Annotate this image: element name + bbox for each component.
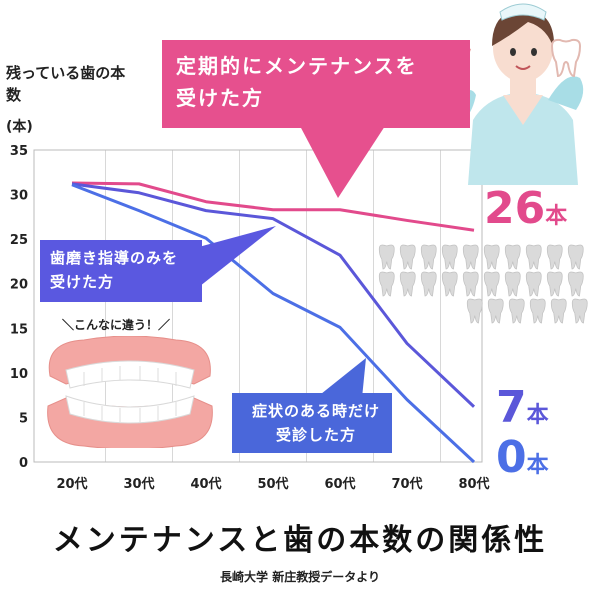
callout-maintenance: 定期的にメンテナンスを 受けた方	[162, 40, 470, 128]
tooth-icon	[546, 271, 563, 297]
dentures-illustration	[47, 336, 213, 448]
difference-note: ＼こんなに違う！／	[62, 318, 171, 332]
tooth-icon	[550, 298, 567, 324]
end-label-maintenance-number: 26	[484, 183, 546, 234]
tooth-icon	[466, 298, 483, 324]
tooth-icon	[525, 244, 542, 270]
tooth-icon	[399, 271, 416, 297]
tooth-icon	[462, 244, 479, 270]
y-tick-label: 25	[10, 233, 28, 248]
callout-brushing-line2: 受けた方	[50, 273, 115, 291]
callout-maintenance-line1: 定期的にメンテナンスを	[176, 54, 418, 78]
end-label-maintenance: 26本	[484, 183, 567, 234]
end-label-brushing-number: 7	[496, 382, 527, 433]
tooth-icon	[462, 271, 479, 297]
end-label-brushing-unit: 本	[526, 403, 549, 428]
callout-symptom-line2: 受診した方	[275, 426, 356, 444]
tooth-icon	[508, 298, 525, 324]
x-tick-label: 80代	[458, 476, 489, 492]
y-tick-label: 30	[10, 189, 28, 204]
end-label-maintenance-unit: 本	[545, 204, 568, 229]
callout-symptom: 症状のある時だけ 受診した方	[232, 393, 392, 453]
tooth-icon	[567, 244, 584, 270]
tooth-icon	[550, 38, 582, 78]
x-tick-label: 60代	[324, 476, 355, 492]
callout-symptom-line1: 症状のある時だけ	[251, 402, 380, 420]
y-tick-label: 10	[10, 367, 28, 382]
y-tick-label: 15	[10, 322, 28, 337]
callout-maintenance-line2: 受けた方	[176, 86, 264, 110]
y-tick-label: 0	[19, 456, 28, 471]
x-tick-label: 50代	[257, 476, 288, 492]
tooth-icon	[483, 271, 500, 297]
tooth-icon	[487, 298, 504, 324]
x-tick-label: 20代	[56, 476, 87, 492]
end-label-symptom: 0本	[496, 432, 549, 483]
end-label-symptom-number: 0	[496, 432, 527, 483]
tooth-icon	[420, 244, 437, 270]
x-tick-label: 40代	[190, 476, 221, 492]
x-tick-label: 70代	[391, 476, 422, 492]
end-label-symptom-unit: 本	[526, 453, 549, 478]
x-tick-label: 30代	[123, 476, 154, 492]
symptom-pointer	[316, 358, 366, 398]
callout-brushing: 歯磨き指導のみを 受けた方	[40, 240, 202, 302]
tooth-grid	[378, 244, 588, 324]
y-tick-label: 35	[10, 144, 28, 159]
maintenance-pointer	[300, 126, 385, 198]
tooth-icon	[571, 298, 588, 324]
y-tick-label: 5	[19, 411, 28, 426]
tooth-icon	[525, 271, 542, 297]
tooth-icon	[441, 244, 458, 270]
tooth-icon	[529, 298, 546, 324]
nurse-illustration	[453, 3, 584, 185]
tooth-icon	[504, 271, 521, 297]
tooth-icon	[567, 271, 584, 297]
y-axis-unit: (本)	[6, 119, 33, 135]
tooth-icon	[399, 244, 416, 270]
end-label-brushing: 7本	[496, 382, 549, 433]
brushing-pointer	[195, 226, 276, 290]
callout-brushing-line1: 歯磨き指導のみを	[50, 249, 179, 267]
tooth-icon	[378, 244, 395, 270]
tooth-icon	[546, 244, 563, 270]
y-tick-label: 20	[10, 278, 28, 293]
source-note: 長崎大学 新庄教授データより	[220, 570, 380, 584]
tooth-icon	[420, 271, 437, 297]
tooth-icon	[441, 271, 458, 297]
tooth-icon	[504, 244, 521, 270]
tooth-icon	[483, 244, 500, 270]
page-title: メンテナンスと歯の本数の関係性	[52, 523, 548, 558]
y-axis-title: 残っている歯の本数	[6, 64, 126, 104]
tooth-icon	[378, 271, 395, 297]
